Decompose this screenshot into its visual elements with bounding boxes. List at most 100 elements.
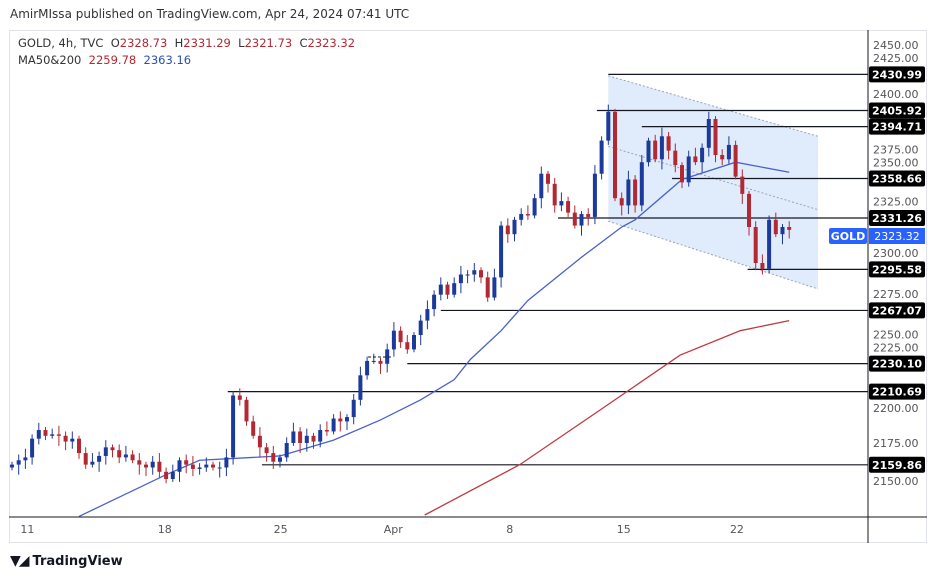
time-tick: 22 [730,523,744,536]
candle-up [599,140,604,174]
price-tick: 2200.00 [873,402,919,415]
time-tick: Apr [384,523,404,536]
candle-up [371,360,376,362]
price-tick: 2300.00 [873,247,919,260]
level-label-bg [869,456,925,473]
candle-up [217,467,222,469]
candle-up [70,438,75,442]
candle-up [224,457,229,468]
time-tick: 25 [274,523,288,536]
candle-up [465,274,470,276]
candle-up [706,119,711,148]
candle-down [773,219,778,235]
level-label-bg [869,302,925,319]
parallel-channel[interactable] [608,75,819,290]
candle-down [505,225,510,235]
candle-down [338,418,343,422]
close-value: 2323.32 [307,36,356,50]
candle-up [10,464,14,468]
candle-down [164,471,169,479]
candle-up [579,214,584,226]
candle-down [257,435,262,448]
ma-row[interactable]: MA50&200 2259.78 2363.16 [18,52,355,69]
candle-up [532,198,537,216]
level-label: 2331.26 [872,212,922,225]
candle-up [626,179,631,206]
candle-up [726,144,731,160]
candles [10,104,792,484]
candle-down [184,460,189,465]
level-label: 2394.71 [872,121,922,134]
candle-up [123,454,128,458]
candle-down [747,193,751,227]
candle-down [787,227,792,230]
candle-up [767,219,772,269]
level-label-bg [869,118,925,135]
candle-up [197,467,202,469]
price-tick: 2400.00 [873,88,919,101]
candle-down [144,464,148,468]
candle-up [432,294,437,310]
candle-up [519,214,524,220]
candle-up [170,471,175,479]
low-value: 2321.73 [244,36,293,50]
badge-symbol-bg [829,228,867,244]
level-label-bg [869,170,925,187]
candle-up [539,173,544,199]
price-tick: 2250.00 [873,329,919,342]
candle-down [586,214,591,217]
price-badge: GOLD 2323.32 [829,228,925,244]
badge-price: 2323.32 [874,230,920,243]
candle-down [137,460,142,465]
candle-up [606,111,611,141]
candle-up [559,201,564,206]
candle-down [117,450,122,458]
candle-up [23,457,28,461]
candle-up [291,431,296,443]
candle-down [63,435,68,442]
candle-down [405,342,410,350]
candle-up [30,438,35,458]
candle-up [412,335,416,350]
candle-up [780,227,785,235]
level-label: 2358.66 [872,173,922,186]
candle-up [458,274,463,284]
candle-up [418,320,423,335]
price-tick: 2150.00 [873,475,919,488]
time-tick: 18 [158,523,172,536]
candle-down [157,461,162,472]
price-tick: 2175.00 [873,437,919,450]
candle-down [190,464,195,469]
price-tick: 2325.00 [873,196,919,209]
candle-up [425,309,430,321]
tradingview-logo[interactable]: ▼◢ TradingView [10,553,123,569]
candle-up [331,418,336,432]
candle-up [50,434,55,436]
candle-down [760,263,765,269]
candle-down [264,447,269,454]
price-tick: 2225.00 [873,342,919,355]
candle-down [572,212,577,226]
candle-down [720,155,725,160]
level-label-bg [869,102,925,119]
candle-down [666,136,671,151]
published-caption: AmirMIssa published on TradingView.com, … [10,7,410,21]
candle-down [56,434,61,436]
candle-up [472,270,477,275]
candle-up [492,277,497,298]
horizontal-levels[interactable] [227,73,868,466]
time-tick: 11 [20,523,34,536]
candle-down [673,150,678,166]
brand-text: TradingView [32,553,123,569]
ma200-line [424,319,790,516]
level-label: 2159.86 [872,459,922,472]
tv-logo-icon: ▼◢ [10,553,29,569]
time-axis[interactable]: 11 18 25 Apr 8 15 22 [20,523,744,536]
price-tick: 2350.00 [873,157,919,170]
ohlc-row: GOLD, 4h, TVC O2328.73 H2331.29 L2321.73… [18,35,355,52]
candle-up [639,162,644,206]
candle-up [284,443,289,458]
badge-price-bg [869,228,925,244]
